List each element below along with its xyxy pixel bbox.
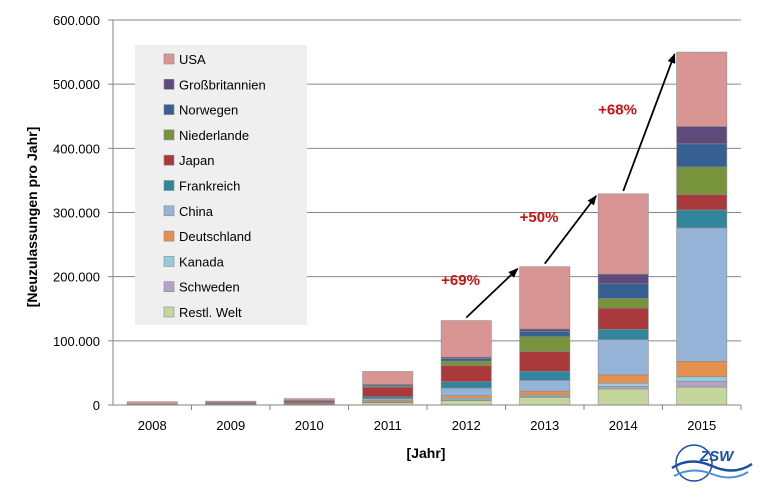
bar-segment-usa-2014 bbox=[597, 193, 649, 275]
bar-segment-gro-britannien-2015 bbox=[676, 126, 728, 145]
axes: 0 100.000 200.000 300.000 400.000 500.000 600.… bbox=[53, 13, 742, 433]
y-tick-label: 600.000 bbox=[53, 13, 100, 28]
bars bbox=[126, 51, 728, 406]
x-tick-label: 2014 bbox=[609, 418, 638, 433]
legend-label: USA bbox=[179, 52, 206, 67]
bar-segment-japan-2015 bbox=[676, 194, 728, 211]
x-tick-label: 2009 bbox=[216, 418, 245, 433]
y-tick-label: 300.000 bbox=[53, 206, 100, 221]
y-tick-label: 100.000 bbox=[53, 334, 100, 349]
bar-segment-japan-2012 bbox=[440, 365, 492, 382]
growth-label: +68% bbox=[598, 101, 637, 118]
bar-segment-kanada-2014 bbox=[597, 382, 649, 387]
legend: USA Großbritannien Norwegen Niederlande Japa… bbox=[135, 45, 307, 325]
bar-segment-usa-2009 bbox=[205, 400, 257, 403]
x-tick-label: 2013 bbox=[530, 418, 559, 433]
bar-segment-usa-2013 bbox=[519, 266, 571, 330]
legend-swatch bbox=[163, 281, 175, 293]
y-tick-label: 200.000 bbox=[53, 270, 100, 285]
bar-segment-china-2015 bbox=[676, 227, 728, 362]
bar-segment-china-2013 bbox=[519, 379, 571, 392]
bar-segment-gro-britannien-2014 bbox=[597, 273, 649, 285]
legend-label: Restl. Welt bbox=[179, 305, 242, 320]
legend-label: Deutschland bbox=[179, 229, 251, 244]
growth-arrow bbox=[622, 53, 676, 192]
bar-segment-deutschland-2012 bbox=[440, 395, 492, 399]
x-tick-label: 2010 bbox=[295, 418, 324, 433]
bar-segment-schweden-2015 bbox=[676, 380, 728, 388]
legend-swatch bbox=[163, 154, 175, 166]
growth-label: +69% bbox=[441, 272, 480, 289]
zsw-logo: ZSW bbox=[671, 444, 753, 482]
bar-segment-japan-2014 bbox=[597, 307, 649, 330]
y-tick-label: 500.000 bbox=[53, 77, 100, 92]
legend-label: Großbritannien bbox=[179, 77, 266, 92]
bar-segment-restl-welt-2012 bbox=[440, 400, 492, 406]
bar-segment-usa-2011 bbox=[362, 371, 414, 385]
growth-arrow bbox=[544, 195, 597, 265]
legend-swatch bbox=[163, 53, 175, 65]
bar-segment-china-2012 bbox=[440, 387, 492, 396]
bar-segment-schweden-2014 bbox=[597, 386, 649, 390]
x-tick-label: 2015 bbox=[687, 418, 716, 433]
y-tick-label: 400.000 bbox=[53, 141, 100, 156]
y-axis-title: [Neuzulassungen pro Jahr] bbox=[24, 127, 40, 307]
bar-segment-niederlande-2014 bbox=[597, 298, 649, 309]
legend-swatch bbox=[163, 205, 175, 217]
bar-segment-deutschland-2014 bbox=[597, 374, 649, 384]
bar-segment-gro-britannien-2013 bbox=[519, 328, 571, 332]
bar-segment-usa-2008 bbox=[126, 401, 178, 405]
legend-swatch bbox=[163, 230, 175, 242]
bar-segment-restl-welt-2015 bbox=[676, 386, 728, 406]
legend-label: Japan bbox=[179, 153, 214, 168]
bar-segment-deutschland-2013 bbox=[519, 390, 571, 396]
legend-label: Schweden bbox=[179, 280, 240, 295]
bar-segment-usa-2012 bbox=[440, 320, 492, 358]
logo-text: ZSW bbox=[699, 448, 735, 465]
bar-segment-norwegen-2012 bbox=[440, 358, 492, 362]
bar-segment-deutschland-2015 bbox=[676, 361, 728, 378]
bar-segment-norwegen-2013 bbox=[519, 331, 571, 337]
bar-segment-restl-welt-2013 bbox=[519, 396, 571, 406]
legend-swatch bbox=[163, 180, 175, 191]
bar-segment-japan-2013 bbox=[519, 351, 571, 372]
bar-segment-china-2014 bbox=[597, 339, 649, 376]
legend-label: China bbox=[179, 204, 214, 219]
bar-segment-niederlande-2012 bbox=[440, 360, 492, 366]
legend-label: Kanada bbox=[179, 254, 225, 269]
annotations: +69% +50% +68% bbox=[441, 53, 676, 319]
x-tick-label: 2011 bbox=[374, 418, 402, 433]
bar-segment-frankreich-2014 bbox=[597, 328, 649, 340]
legend-swatch bbox=[163, 306, 175, 318]
bar-segment-frankreich-2015 bbox=[676, 209, 728, 229]
bar-segment-norwegen-2015 bbox=[676, 143, 728, 168]
bar-segment-norwegen-2014 bbox=[597, 283, 649, 299]
growth-label: +50% bbox=[520, 209, 559, 226]
legend-label: Frankreich bbox=[179, 179, 240, 194]
bar-segment-usa-2015 bbox=[676, 51, 728, 127]
legend-swatch bbox=[163, 104, 175, 115]
x-axis-title: [Jahr] bbox=[407, 445, 446, 461]
legend-swatch bbox=[163, 256, 175, 267]
x-tick-label: 2012 bbox=[452, 418, 481, 433]
bar-segment-usa-2010 bbox=[283, 398, 335, 401]
legend-box bbox=[135, 45, 307, 325]
bar-segment-niederlande-2015 bbox=[676, 166, 728, 195]
legend-label: Niederlande bbox=[179, 128, 249, 143]
bar-segment-niederlande-2013 bbox=[519, 336, 571, 352]
legend-label: Norwegen bbox=[179, 103, 238, 118]
legend-swatch bbox=[163, 79, 175, 90]
bar-segment-japan-2011 bbox=[362, 386, 414, 398]
logo-wave-icon-2 bbox=[673, 469, 749, 479]
growth-arrow bbox=[465, 268, 519, 319]
y-tick-label: 0 bbox=[93, 398, 100, 413]
x-tick-label: 2008 bbox=[138, 418, 167, 433]
bar-segment-frankreich-2013 bbox=[519, 371, 571, 381]
legend-swatch bbox=[163, 129, 175, 141]
bar-segment-restl-welt-2014 bbox=[597, 388, 649, 406]
logo-wave-icon bbox=[671, 460, 753, 472]
bar-segment-kanada-2015 bbox=[676, 376, 728, 382]
bar-segment-frankreich-2012 bbox=[440, 381, 492, 389]
